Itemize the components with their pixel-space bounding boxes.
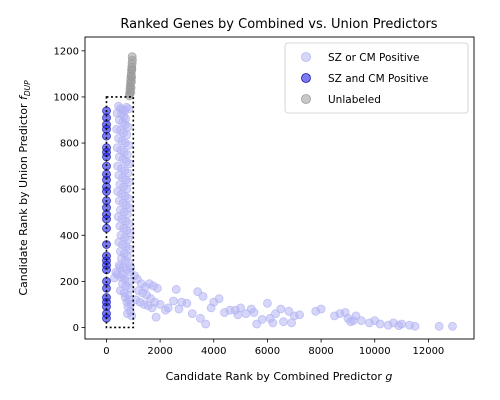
point-sz-or-cm-127 [199, 292, 207, 300]
x-tick-label-12000: 12000 [412, 346, 444, 357]
point-unlabeled-13 [128, 65, 136, 73]
point-sz-or-cm-152 [288, 319, 296, 327]
point-sz-or-cm-118 [152, 313, 160, 321]
legend-marker-sz-or-cm [302, 53, 311, 62]
x-tick-label-0: 0 [103, 346, 109, 357]
point-sz-or-cm-122 [170, 297, 178, 305]
point-sz-or-cm-151 [280, 318, 288, 326]
point-sz-or-cm-150 [269, 319, 277, 327]
point-sz-or-cm-172 [395, 322, 403, 330]
x-tick-label-8000: 8000 [308, 346, 333, 357]
point-sz-or-cm-139 [263, 299, 271, 307]
x-tick-label-4000: 4000 [201, 346, 226, 357]
point-sz-or-cm-124 [183, 299, 191, 307]
y-axis-label: Candidate Rank by Union Predictor fDUP [17, 80, 32, 296]
y-tick-label-200: 200 [60, 277, 79, 288]
legend-label-unlabeled: Unlabeled [328, 94, 381, 106]
point-sz-or-cm-123 [164, 304, 172, 312]
point-unlabeled-17 [127, 88, 135, 96]
point-sz-or-cm-29 [126, 160, 134, 168]
point-sz-or-cm-147 [317, 305, 325, 313]
legend-label-sz-or-cm: SZ or CM Positive [328, 52, 419, 64]
y-tick-label-1200: 1200 [54, 46, 79, 57]
point-sz-or-cm-168 [411, 322, 419, 330]
legend-marker-unlabeled [302, 95, 311, 104]
y-tick-label-0: 0 [73, 323, 79, 334]
point-sz-or-cm-125 [188, 310, 196, 318]
x-axis-label: Candidate Rank by Combined Predictor g [166, 370, 393, 383]
point-sz-or-cm-128 [175, 305, 183, 313]
y-axis-label-subscript: DUP [23, 80, 32, 96]
y-tick-label-400: 400 [60, 231, 79, 242]
legend: SZ or CM Positive SZ and CM Positive Unlab… [285, 43, 468, 113]
point-sz-or-cm-170 [449, 322, 457, 330]
point-sz-or-cm-169 [435, 322, 443, 330]
x-tick-label-10000: 10000 [359, 346, 391, 357]
point-sz-or-cm-145 [296, 311, 304, 319]
point-sz-or-cm-98 [119, 271, 127, 279]
x-tick-label-6000: 6000 [255, 346, 280, 357]
legend-marker-sz-and-cm [302, 74, 311, 83]
point-sz-or-cm-120 [172, 285, 180, 293]
point-sz-or-cm-174 [196, 314, 204, 322]
series-sz-or-cm [111, 102, 457, 330]
y-tick-label-600: 600 [60, 185, 79, 196]
point-sz-or-cm-131 [215, 295, 223, 303]
y-tick-label-800: 800 [60, 139, 79, 150]
point-sz-or-cm-173 [231, 306, 239, 314]
point-sz-or-cm-148 [258, 315, 266, 323]
x-tick-label-2000: 2000 [147, 346, 172, 357]
point-sz-or-cm-171 [347, 318, 355, 326]
point-sz-or-cm-153 [250, 309, 258, 317]
point-sz-or-cm-106 [153, 284, 161, 292]
point-sz-or-cm-94 [123, 310, 131, 318]
point-sz-or-cm-163 [376, 320, 384, 328]
point-sz-or-cm-117 [148, 304, 156, 312]
x-axis-label-symbol: g [385, 370, 392, 383]
series-unlabeled [125, 53, 136, 100]
y-tick-label-1000: 1000 [54, 92, 79, 103]
y-axis-label-main: Candidate Rank by Union Predictor [17, 100, 30, 296]
x-axis-label-main: Candidate Rank by Combined Predictor [166, 370, 386, 383]
point-sz-or-cm-142 [277, 305, 285, 313]
chart-title: Ranked Genes by Combined vs. Union Predi… [120, 17, 437, 32]
point-sz-or-cm-96 [111, 274, 119, 282]
point-sz-or-cm-160 [357, 317, 365, 325]
legend-label-sz-and-cm: SZ and CM Positive [328, 73, 429, 85]
point-sz-or-cm-5 [125, 105, 133, 113]
